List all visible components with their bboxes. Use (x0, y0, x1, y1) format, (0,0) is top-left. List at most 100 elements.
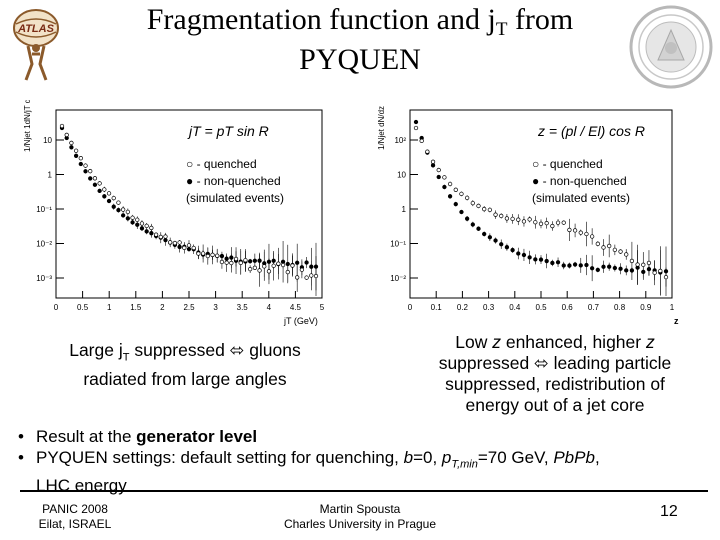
x-tick-label: 2 (160, 303, 165, 312)
point-quenched (413, 125, 419, 131)
point-non-quenched (550, 260, 555, 266)
point-non-quenched (482, 231, 487, 237)
point-quenched (186, 243, 192, 248)
legend-quenched: ○ - quenched (186, 157, 257, 171)
point-non-quenched (144, 229, 149, 234)
point-quenched (618, 249, 623, 254)
point-non-quenched (516, 251, 521, 256)
point-quenched (658, 268, 663, 274)
point-non-quenched (567, 263, 572, 268)
point-quenched (280, 262, 286, 268)
point-quenched (59, 123, 65, 129)
y-tick-label: 10⁻¹ (390, 240, 406, 249)
point-quenched (215, 253, 220, 258)
point-non-quenched (116, 207, 121, 213)
point-non-quenched (504, 245, 510, 250)
point-quenched (210, 252, 215, 257)
page-number: 12 (660, 503, 678, 520)
point-quenched (295, 275, 300, 280)
point-non-quenched (78, 161, 83, 167)
point-non-quenched (111, 204, 116, 209)
point-quenched (464, 195, 470, 200)
y-tick-label: 10⁻² (36, 240, 52, 249)
point-non-quenched (304, 260, 309, 265)
point-quenched (430, 159, 436, 164)
formula: z = (pl / El) cos R (537, 123, 645, 139)
point-non-quenched (139, 226, 145, 231)
point-quenched (290, 263, 295, 268)
point-quenched (641, 262, 646, 267)
x-tick-label: 0.2 (457, 303, 469, 312)
point-non-quenched (487, 235, 493, 240)
slide-title: Fragmentation function and jT from PYQUE… (146, 3, 574, 76)
point-quenched (607, 243, 612, 249)
point-non-quenched (106, 198, 112, 204)
point-quenched (589, 234, 595, 239)
point-quenched (224, 260, 229, 265)
x-axis-label: z (674, 316, 679, 326)
point-quenched (304, 275, 309, 280)
point-quenched (635, 262, 640, 267)
point-non-quenched (73, 153, 79, 158)
bullet-item: • PYQUEN settings: default setting for q… (18, 448, 600, 496)
point-quenched (567, 227, 572, 233)
point-non-quenched (413, 119, 419, 125)
point-non-quenched (533, 257, 538, 262)
x-tick-label: 3.5 (237, 303, 249, 312)
point-quenched (92, 176, 98, 181)
x-tick-label: 0 (408, 303, 413, 312)
point-quenched (510, 216, 515, 222)
point-quenched (453, 187, 458, 192)
point-non-quenched (607, 264, 612, 269)
point-quenched (233, 256, 239, 262)
point-non-quenched (459, 209, 464, 215)
point-quenched (499, 213, 504, 219)
point-quenched (205, 253, 210, 259)
point-quenched (238, 260, 243, 265)
point-quenched (276, 261, 281, 266)
x-tick-label: 0.4 (509, 303, 521, 312)
point-quenched (116, 200, 121, 205)
point-quenched (83, 163, 88, 168)
point-quenched (419, 138, 424, 143)
point-quenched (601, 245, 606, 250)
point-quenched (527, 217, 532, 222)
x-tick-label: 0.9 (640, 303, 652, 312)
point-non-quenched (92, 182, 98, 187)
point-quenched (550, 223, 555, 229)
point-quenched (219, 259, 225, 265)
x-axis-label: jT (GeV) (283, 316, 318, 326)
x-tick-label: 0 (54, 303, 59, 312)
point-quenched (504, 216, 510, 221)
point-quenched (299, 267, 305, 272)
point-quenched (487, 207, 493, 213)
point-non-quenched (135, 222, 140, 227)
point-quenched (595, 241, 600, 246)
point-quenched (153, 232, 159, 237)
x-tick-label: 0.5 (535, 303, 547, 312)
point-quenched (106, 191, 112, 196)
point-non-quenched (538, 257, 544, 262)
point-quenched (88, 169, 93, 174)
point-quenched (521, 219, 527, 224)
point-quenched (257, 268, 262, 273)
x-tick-label: 0.1 (431, 303, 443, 312)
z-distribution-plot: 10² 10 1 10⁻¹ 10⁻² 0 0.1 0.2 0.3 0.4 0.5 0.6 0.7 0.8… (370, 100, 690, 330)
x-tick-label: 1.5 (130, 303, 142, 312)
point-non-quenched (584, 262, 589, 268)
point-non-quenched (595, 267, 600, 273)
x-tick-label: 1 (670, 303, 675, 312)
legend-non-quenched: ● - non-quenched (186, 174, 281, 188)
point-quenched (459, 191, 464, 197)
point-quenched (130, 215, 135, 220)
point-quenched (555, 220, 561, 225)
x-tick-label: 3 (213, 303, 218, 312)
jt-distribution-plot: 10 1 10⁻¹ 10⁻² 10⁻³ 0 0.5 1 1.5 2 2.5 3 3.5 4 4.5 5 1/… (14, 100, 326, 330)
point-non-quenched (561, 263, 566, 268)
bullet-item: • Result at the generator level (18, 427, 258, 446)
y-tick-label: 10² (394, 136, 406, 145)
left-caption: Large jT suppressed ⬄ gluons radiated fr… (69, 340, 301, 389)
x-tick-label: 0.7 (588, 303, 600, 312)
point-quenched (442, 175, 447, 180)
point-quenched (172, 240, 178, 246)
